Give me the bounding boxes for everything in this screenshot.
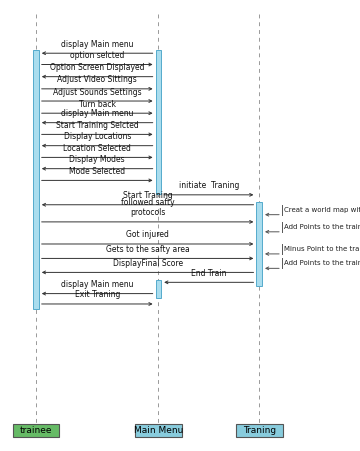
Text: Main Menu: Main Menu (134, 426, 183, 435)
Text: Traning: Traning (243, 426, 276, 435)
Text: Minus Point to the trainee: Minus Point to the trainee (284, 246, 360, 252)
Bar (13, 424, 59, 437)
Text: followed safty
protocols: followed safty protocols (121, 198, 174, 217)
Text: Turn back: Turn back (79, 100, 116, 109)
Text: Display Locations: Display Locations (63, 132, 131, 141)
Text: Creat a world map with customized selections: Creat a world map with customized select… (284, 207, 360, 213)
Text: Option Screen Displayed: Option Screen Displayed (50, 63, 144, 72)
Text: Location Selected: Location Selected (63, 144, 131, 153)
Bar (135, 424, 182, 437)
Text: DisplayFinal Score: DisplayFinal Score (113, 259, 183, 268)
Text: Gets to the safty area: Gets to the safty area (106, 245, 189, 254)
Text: Add Points to the trainee: Add Points to the trainee (284, 260, 360, 267)
Bar (236, 424, 283, 437)
Text: Add Points to the trainee: Add Points to the trainee (284, 224, 360, 230)
Text: Start Traning: Start Traning (123, 191, 172, 200)
Text: End Train: End Train (191, 269, 226, 278)
Text: Exit Traning: Exit Traning (75, 290, 120, 299)
Text: Display Modes: Display Modes (69, 155, 125, 164)
Text: trainee: trainee (20, 426, 52, 435)
Text: Adjust Sounds Settings: Adjust Sounds Settings (53, 87, 141, 97)
Text: option selcted: option selcted (70, 51, 125, 60)
Bar (156, 50, 161, 194)
Text: display Main menu: display Main menu (61, 280, 134, 289)
Text: Mode Selected: Mode Selected (69, 167, 125, 176)
Text: Got injured: Got injured (126, 230, 169, 239)
Text: Adjust Video Sittings: Adjust Video Sittings (57, 75, 137, 84)
Text: display Main menu: display Main menu (61, 109, 134, 118)
Text: initiate  Traning: initiate Traning (179, 181, 239, 190)
Bar (156, 280, 161, 298)
Text: Start Training Selcted: Start Training Selcted (56, 121, 139, 130)
Text: display Main menu: display Main menu (61, 40, 134, 49)
Bar (256, 202, 262, 286)
Bar (33, 50, 39, 309)
